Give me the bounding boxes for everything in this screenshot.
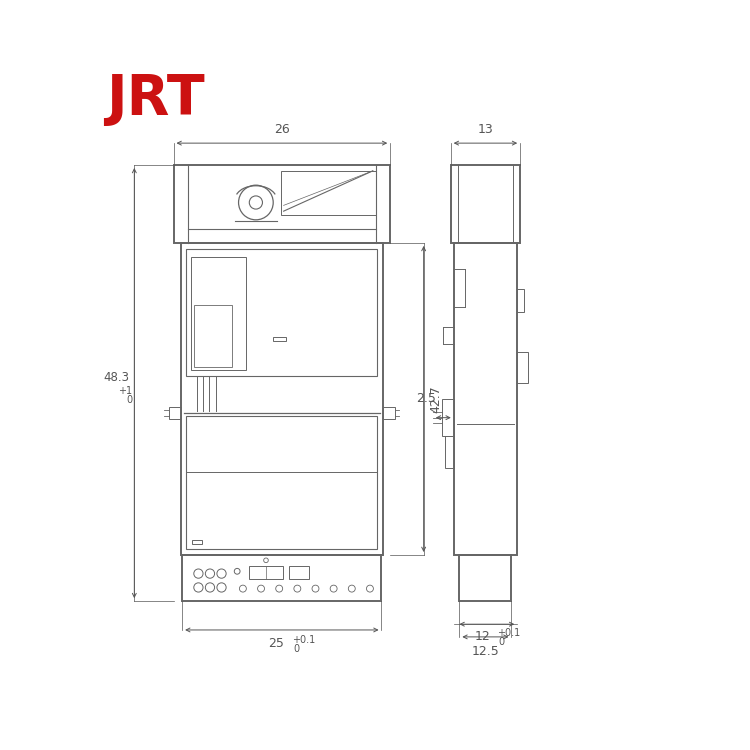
Bar xyxy=(273,337,286,341)
Bar xyxy=(451,165,520,243)
Bar xyxy=(192,540,202,544)
Bar xyxy=(460,555,512,601)
Bar xyxy=(186,249,377,376)
Text: 2.5: 2.5 xyxy=(416,392,436,405)
Text: 13: 13 xyxy=(478,123,494,136)
Text: 0: 0 xyxy=(126,395,132,406)
Text: +0.1: +0.1 xyxy=(292,634,316,644)
Bar xyxy=(182,555,382,601)
Text: +0.1: +0.1 xyxy=(497,628,520,638)
Text: 0: 0 xyxy=(293,644,299,654)
Text: 25: 25 xyxy=(268,637,284,650)
Bar xyxy=(383,406,394,419)
Bar xyxy=(249,566,284,579)
Bar xyxy=(191,257,246,370)
Text: 26: 26 xyxy=(274,123,290,136)
Bar xyxy=(280,171,376,214)
Bar xyxy=(518,290,524,312)
Bar xyxy=(169,406,181,419)
Bar xyxy=(445,436,454,467)
Bar xyxy=(186,416,377,549)
Text: 0: 0 xyxy=(498,637,504,647)
Bar xyxy=(194,305,232,368)
Bar xyxy=(442,399,454,436)
Text: 42.7: 42.7 xyxy=(430,385,442,412)
Bar xyxy=(181,243,383,555)
Text: JRT: JRT xyxy=(106,72,205,126)
Bar xyxy=(454,243,518,555)
Text: 48.3: 48.3 xyxy=(104,370,130,384)
Bar xyxy=(518,352,527,383)
Bar xyxy=(289,566,309,579)
Text: 12.5: 12.5 xyxy=(472,645,500,658)
Text: 12: 12 xyxy=(475,630,490,643)
Bar xyxy=(173,165,390,243)
Text: +1: +1 xyxy=(118,386,132,396)
